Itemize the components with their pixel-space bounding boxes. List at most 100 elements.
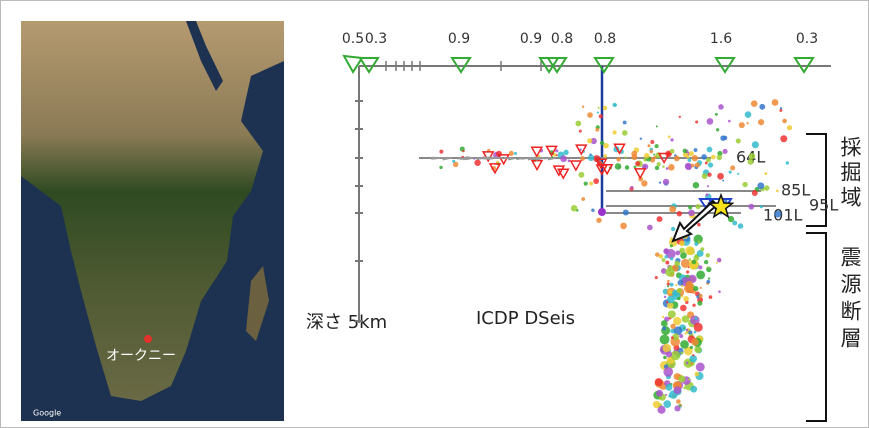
event-dot bbox=[698, 265, 703, 270]
event-dot bbox=[656, 216, 663, 223]
event-triangle bbox=[481, 151, 495, 163]
event-dot bbox=[660, 268, 667, 274]
event-dot bbox=[706, 279, 711, 284]
event-dot bbox=[704, 161, 708, 165]
event-dot bbox=[580, 156, 585, 162]
event-dot bbox=[669, 205, 677, 213]
event-dot bbox=[679, 247, 685, 254]
station-label: 0.3 bbox=[796, 31, 818, 47]
station bbox=[342, 54, 364, 74]
event-dot bbox=[722, 179, 725, 182]
station-label: 0.9 bbox=[520, 31, 542, 47]
event-dot bbox=[680, 304, 687, 312]
event-dot bbox=[677, 279, 684, 286]
event-triangle bbox=[557, 168, 570, 180]
event-dot bbox=[707, 162, 714, 168]
event-dot bbox=[687, 158, 692, 163]
event-dot bbox=[581, 105, 585, 109]
event-triangle bbox=[552, 165, 566, 177]
event-dot bbox=[663, 248, 670, 255]
event-dot bbox=[688, 274, 697, 284]
event-dot bbox=[663, 355, 667, 360]
event-dot bbox=[653, 153, 656, 156]
event-dot bbox=[624, 165, 630, 170]
event-dot bbox=[676, 210, 683, 217]
event-dot bbox=[589, 181, 594, 186]
event-dot bbox=[710, 154, 716, 160]
event-dot bbox=[706, 146, 713, 153]
event-dot bbox=[665, 383, 673, 391]
event-dot bbox=[691, 259, 697, 265]
event-dot bbox=[621, 130, 628, 136]
event-streak bbox=[483, 157, 492, 160]
event-dot bbox=[684, 346, 693, 356]
event-dot bbox=[693, 285, 699, 292]
event-dot bbox=[679, 334, 684, 339]
event-dot bbox=[668, 394, 672, 398]
event-dot bbox=[649, 149, 654, 154]
event-dot bbox=[779, 107, 783, 110]
event-dot bbox=[705, 193, 709, 197]
event-dot bbox=[689, 345, 694, 350]
event-dot bbox=[746, 122, 749, 125]
event-dot bbox=[676, 399, 681, 404]
event-dot bbox=[622, 209, 629, 216]
event-dot bbox=[663, 400, 672, 408]
madagascar bbox=[246, 266, 269, 341]
event-triangle bbox=[488, 163, 502, 175]
event-triangle bbox=[657, 152, 671, 165]
event-dot bbox=[614, 163, 622, 170]
axes bbox=[358, 65, 831, 323]
event-dot bbox=[670, 336, 674, 339]
event-dot bbox=[652, 400, 661, 409]
africa-landmass bbox=[21, 21, 284, 401]
event-dot bbox=[664, 255, 668, 259]
event-dot bbox=[723, 135, 728, 140]
event-dot bbox=[591, 208, 595, 212]
event-dot bbox=[688, 330, 693, 335]
event-dot bbox=[668, 164, 675, 171]
event-dot bbox=[656, 162, 661, 167]
event-dot bbox=[659, 334, 670, 345]
event-dot bbox=[716, 257, 722, 263]
event-dot bbox=[697, 300, 703, 306]
event-dot bbox=[690, 385, 698, 393]
event-dot bbox=[578, 129, 582, 133]
level-label: 85L bbox=[781, 181, 810, 200]
station-label: 0.8 bbox=[594, 31, 616, 47]
event-dot bbox=[665, 167, 669, 170]
event-dot bbox=[695, 120, 699, 124]
event-dot bbox=[690, 362, 694, 365]
event-dot bbox=[684, 332, 687, 335]
event-dot bbox=[751, 190, 758, 196]
event-dot bbox=[662, 165, 665, 168]
event-dot bbox=[718, 290, 721, 294]
event-dot bbox=[665, 267, 675, 277]
event-dot bbox=[715, 128, 720, 132]
event-dot bbox=[683, 327, 686, 330]
event-dot bbox=[675, 283, 678, 287]
zone-label: 震源断層 bbox=[838, 246, 862, 354]
event-dot bbox=[686, 270, 690, 274]
event-triangle bbox=[497, 154, 510, 166]
depth-label: 深さ 5km bbox=[306, 312, 387, 333]
event-dot bbox=[663, 295, 667, 299]
event-dot bbox=[722, 148, 728, 154]
event-dot bbox=[715, 261, 718, 264]
event-dot bbox=[665, 351, 673, 358]
event-dot bbox=[701, 154, 707, 160]
zone-label: 採掘域 bbox=[838, 136, 862, 211]
event-dot bbox=[694, 162, 700, 168]
event-triangle bbox=[613, 143, 626, 155]
event-dot bbox=[717, 172, 724, 180]
event-dot bbox=[462, 149, 465, 153]
event-dot bbox=[555, 149, 559, 153]
event-dot bbox=[667, 279, 670, 283]
event-dot bbox=[616, 157, 621, 162]
event-dot bbox=[694, 316, 698, 320]
event-dot bbox=[669, 257, 674, 261]
event-dot bbox=[685, 246, 695, 256]
event-dot bbox=[658, 181, 662, 184]
event-dot bbox=[774, 210, 782, 218]
